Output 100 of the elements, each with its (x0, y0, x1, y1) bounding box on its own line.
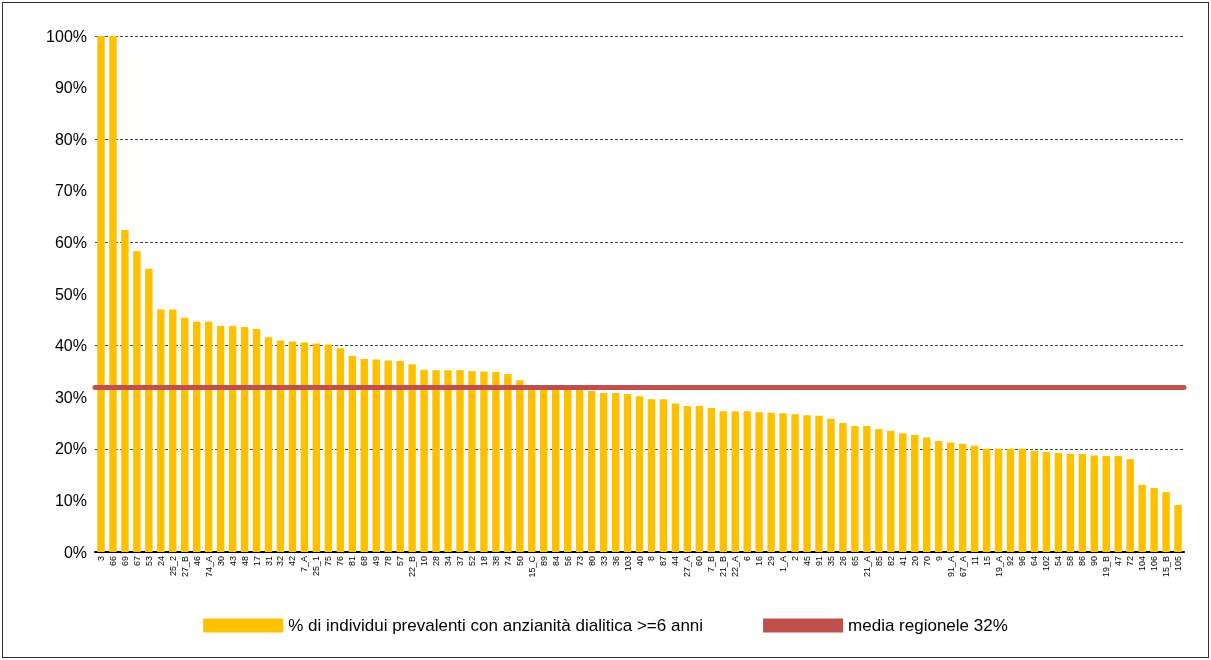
bar (372, 359, 380, 552)
bar (779, 413, 787, 552)
bar (1042, 451, 1051, 552)
bar (743, 411, 751, 552)
bar (252, 329, 261, 552)
x-tick-label: 43 (227, 556, 238, 567)
bar (1162, 492, 1170, 552)
bar (408, 364, 416, 552)
bar (1174, 505, 1182, 552)
x-tick-label: 68 (359, 556, 370, 567)
legend-label: % di individui prevalenti con anzianità dialitica >=6 anni (288, 616, 704, 635)
x-tick-label: 7_B (706, 556, 717, 573)
x-tick-label: 64 (1029, 556, 1040, 567)
bar (1126, 459, 1134, 552)
bar (288, 341, 297, 552)
bar (563, 389, 572, 552)
bar (1054, 452, 1063, 552)
legend-label: media regionele 32% (848, 616, 1008, 635)
x-tick-label: 38 (490, 556, 501, 567)
bar (755, 412, 763, 552)
bar (671, 403, 680, 552)
bar (1090, 455, 1098, 552)
x-tick-label: 96 (1017, 556, 1028, 567)
bar (994, 448, 1003, 552)
x-tick-label: 24 (155, 556, 166, 567)
x-tick-label: 20 (909, 556, 920, 567)
bar (300, 342, 309, 552)
x-tick-label: 91 (814, 556, 825, 567)
x-tick-label: 37 (454, 556, 465, 567)
y-tick-label: 60% (54, 233, 87, 251)
x-tick-label: 32 (275, 556, 286, 567)
x-tick-label: 56 (562, 556, 573, 567)
x-tick-label: 30 (215, 556, 226, 567)
x-tick-label: 25_2 (167, 556, 178, 577)
bar (587, 391, 596, 552)
x-tick-label: 6 (742, 556, 753, 562)
bar (1066, 453, 1075, 552)
x-tick-label: 90 (1089, 556, 1100, 567)
x-tick-label: 76 (335, 556, 346, 567)
x-tick-label: 80 (586, 556, 597, 567)
x-tick-label: 58 (1065, 556, 1076, 567)
x-tick-label: 36 (610, 556, 621, 567)
bar (240, 327, 249, 552)
x-tick-label: 102 (1041, 556, 1052, 572)
x-tick-label: 86 (1077, 556, 1088, 567)
x-tick-label: 106 (1149, 556, 1160, 572)
x-tick-label: 11 (969, 556, 980, 566)
x-tick-label: 35 (825, 556, 836, 567)
bar (181, 317, 189, 552)
y-tick-label: 10% (54, 491, 87, 509)
bar (719, 411, 727, 552)
bar (1102, 456, 1110, 552)
x-tick-label: 47 (1113, 556, 1124, 567)
bar (193, 321, 201, 552)
bar (420, 369, 428, 552)
bar (145, 268, 153, 552)
x-tick-label: 44 (670, 556, 681, 567)
bar (216, 325, 225, 552)
y-tick-label: 20% (54, 440, 87, 458)
x-tick-label: 15 (981, 556, 992, 567)
bar (468, 370, 476, 552)
bar (575, 389, 584, 552)
bar (312, 343, 321, 552)
bar (683, 405, 692, 552)
x-tick-label: 84 (550, 556, 561, 567)
bar (659, 399, 668, 552)
y-tick-label: 70% (54, 182, 87, 200)
bar (504, 373, 512, 552)
y-tick-label: 0% (63, 543, 87, 561)
bar (228, 325, 237, 552)
x-tick-label: 34 (443, 556, 454, 567)
x-tick-label: 33 (598, 556, 609, 567)
y-tick-label: 40% (54, 337, 87, 355)
x-tick-label: 60 (694, 556, 705, 567)
bar (1138, 484, 1146, 552)
bar (1078, 453, 1086, 552)
bar (934, 441, 943, 552)
x-tick-label: 28 (431, 556, 442, 567)
bar (456, 370, 464, 552)
bar (492, 371, 500, 552)
y-tick-label: 50% (54, 285, 87, 303)
x-tick-label: 81 (347, 556, 358, 567)
bar (97, 36, 105, 552)
x-tick-label: 70 (921, 556, 932, 567)
x-tick-label: 75 (323, 556, 334, 567)
bar (336, 348, 345, 552)
x-tick-label: 78 (383, 556, 394, 567)
x-tick-label: 10 (419, 556, 430, 567)
x-tick-label: 19_A (993, 556, 1004, 578)
x-tick-label: 69 (119, 556, 130, 567)
x-tick-label: 50 (514, 556, 525, 567)
x-tick-label: 48 (239, 556, 250, 567)
bar (970, 445, 979, 552)
x-tick-label: 105 (1173, 556, 1184, 572)
x-tick-label: 65 (849, 556, 860, 567)
x-tick-label: 1_A (778, 556, 789, 573)
x-tick-label: 49 (371, 556, 382, 567)
bar (815, 415, 823, 552)
bar (946, 442, 955, 552)
bar (324, 344, 333, 552)
